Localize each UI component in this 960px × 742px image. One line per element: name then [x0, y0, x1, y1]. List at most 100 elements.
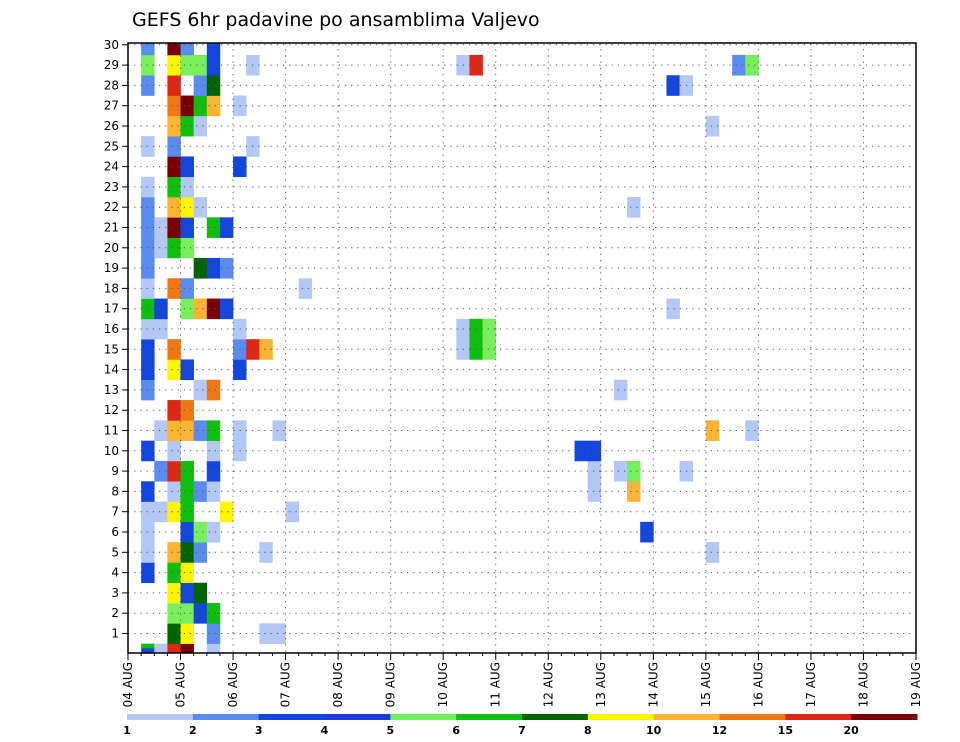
cell-m8-s6: [206, 481, 221, 502]
y-axis: 1234567891011121314151617181920212223242…: [104, 38, 128, 641]
cell-m21-s7: [219, 217, 234, 238]
cell-m0-s4: [180, 643, 194, 654]
legend-label: 10: [646, 724, 662, 737]
y-tick-label: 10: [104, 444, 119, 458]
cell-m29-s6: [206, 54, 221, 76]
cell-m4-s3: [167, 562, 181, 584]
cell-m17-s4: [180, 298, 194, 320]
cell-m7-s4: [180, 501, 194, 523]
x-tick-label: 05 AUG: [174, 662, 188, 707]
legend-label: 5: [387, 724, 395, 737]
cell-m2-s6: [206, 603, 221, 624]
x-tick-label: 12 AUG: [541, 662, 555, 707]
x-tick-label: 16 AUG: [751, 662, 765, 707]
cell-m28-s6: [206, 75, 221, 96]
x-tick-label: 11 AUG: [489, 662, 503, 707]
cell-m7-s7: [219, 501, 234, 523]
y-tick-label: 23: [104, 180, 119, 194]
cell-m27-s5: [193, 95, 208, 117]
cell-m0-s3: [167, 643, 181, 654]
cell-m7-s1: [141, 501, 155, 523]
cell-m9-s3: [167, 460, 181, 482]
cell-m20-s4: [180, 237, 194, 259]
cell-m6-s6: [206, 521, 221, 543]
cell-m11-s11: [272, 420, 286, 441]
cell-m23-s3: [167, 176, 181, 198]
y-tick-label: 1: [111, 627, 119, 641]
cell-m10-s1: [141, 440, 155, 462]
cell-m15-s27: [482, 339, 497, 360]
cell-m0-s2: [154, 643, 168, 654]
y-tick-label: 4: [111, 566, 119, 580]
legend-label: 6: [452, 724, 460, 737]
y-tick-label: 21: [104, 221, 119, 235]
y-tick-label: 22: [104, 200, 119, 214]
cell-m25-s1: [141, 136, 155, 157]
cell-m24-s4: [180, 156, 194, 178]
cell-m6-s5: [193, 521, 208, 543]
cell-m15-s1: [141, 339, 155, 360]
cell-m1-s10: [259, 623, 273, 644]
cell-m29-s5: [193, 54, 208, 76]
cell-m5-s44: [705, 542, 720, 563]
legend-swatch: [127, 714, 194, 720]
cell-m27-s4: [180, 95, 194, 117]
legend-label: 20: [844, 724, 860, 737]
cell-m21-s2: [154, 217, 168, 238]
cell-m17-s2: [154, 298, 168, 320]
y-tick-label: 28: [104, 78, 119, 92]
cell-m10-s6: [206, 440, 221, 462]
cell-m29-s3: [167, 54, 181, 76]
cell-m5-s10: [259, 542, 273, 563]
cell-m18-s3: [167, 278, 181, 299]
x-tick-label: 06 AUG: [226, 662, 240, 707]
x-tick-label: 04 AUG: [121, 662, 135, 707]
legend-label: 3: [255, 724, 263, 737]
cell-m29-s47: [745, 54, 759, 76]
cell-m16-s27: [482, 318, 497, 340]
cell-m1-s6: [206, 623, 221, 644]
cell-m17-s7: [219, 298, 234, 320]
cell-m26-s44: [705, 115, 720, 137]
cell-m19-s5: [193, 257, 208, 279]
cell-m14-s1: [141, 359, 155, 381]
cell-m26-s3: [167, 115, 181, 137]
cell-m15-s10: [259, 339, 273, 360]
cell-m1-s3: [167, 623, 181, 644]
cell-m3-s5: [193, 582, 208, 604]
cell-m9-s37: [613, 460, 628, 482]
legend-swatch: [192, 714, 260, 720]
cell-m30-s4: [180, 43, 194, 56]
cell-m8-s1: [141, 481, 155, 502]
cell-m2-s4: [180, 603, 194, 624]
legend-label: 4: [321, 724, 329, 737]
cell-m11-s47: [745, 420, 759, 441]
legend-swatch: [719, 714, 786, 720]
heatmap-cells: [141, 43, 759, 654]
cell-m3-s4: [180, 582, 194, 604]
cell-m23-s4: [180, 176, 194, 198]
cell-m18-s13: [298, 278, 313, 299]
cell-m28-s41: [666, 75, 680, 96]
x-tick-label: 07 AUG: [279, 662, 293, 707]
cell-m4-s4: [180, 562, 194, 584]
cell-m10-s35: [587, 440, 602, 462]
legend-swatch: [785, 714, 852, 720]
x-tick-label: 08 AUG: [331, 662, 345, 707]
cell-m1-s4: [180, 623, 194, 644]
cell-m14-s4: [180, 359, 194, 381]
cell-m11-s3: [167, 420, 181, 441]
legend-swatch: [587, 714, 655, 720]
cell-m30-s3: [167, 43, 181, 56]
legend-label: 1: [123, 724, 131, 737]
cell-m30-s6: [206, 43, 221, 56]
legend-swatch: [851, 714, 918, 720]
cell-m5-s5: [193, 542, 208, 563]
cell-m28-s3: [167, 75, 181, 96]
y-tick-label: 7: [111, 505, 119, 519]
legend-label: 8: [584, 724, 592, 737]
cell-m13-s1: [141, 379, 155, 401]
cell-m19-s1: [141, 257, 155, 279]
cell-m9-s4: [180, 460, 194, 482]
